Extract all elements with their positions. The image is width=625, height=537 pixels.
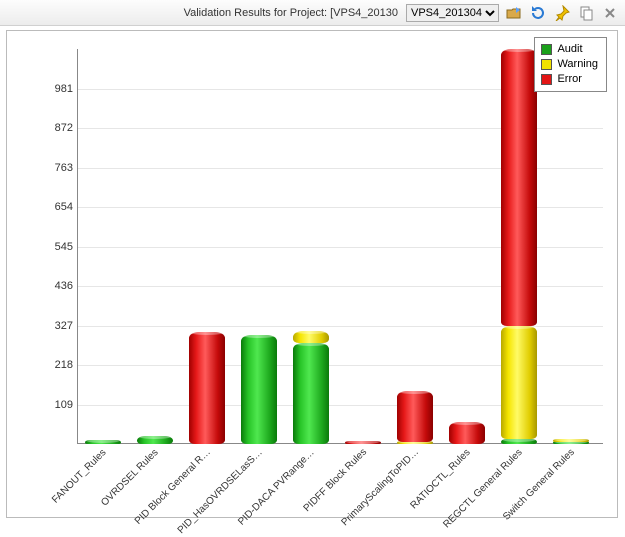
legend-swatch-audit: [541, 44, 552, 55]
bar-group: [85, 440, 121, 444]
chart-frame: FANOUT_RulesOVRDSEL RulesPID Block Gener…: [6, 30, 618, 518]
y-tick-label: 654: [37, 201, 73, 213]
legend-swatch-warning: [541, 59, 552, 70]
bar-segment-audit[interactable]: [293, 343, 329, 444]
y-tick-label: 436: [37, 280, 73, 292]
bar-group: [241, 335, 277, 444]
legend-item-error: Error: [541, 72, 598, 87]
bar-group: [553, 440, 589, 444]
bar-group: [293, 331, 329, 444]
y-tick-label: 763: [37, 162, 73, 174]
bar-group: [449, 422, 485, 444]
legend: Audit Warning Error: [534, 37, 607, 92]
bar-segment-error[interactable]: [449, 422, 485, 444]
toolbar: Validation Results for Project: [VPS4_20…: [0, 0, 625, 26]
legend-label: Audit: [557, 42, 582, 57]
legend-item-warning: Warning: [541, 57, 598, 72]
copy-icon[interactable]: [577, 4, 595, 22]
bar-group: [501, 49, 537, 444]
bar-group: [137, 436, 173, 444]
bar-segment-warning[interactable]: [553, 439, 589, 442]
open-icon[interactable]: [505, 4, 523, 22]
y-tick-label: 545: [37, 241, 73, 253]
bar-group: [189, 332, 225, 444]
bar-group: [345, 441, 381, 444]
bar-segment-audit[interactable]: [241, 335, 277, 444]
bar-segment-error[interactable]: [501, 49, 537, 326]
pin-icon[interactable]: [553, 4, 571, 22]
bars-layer: [77, 49, 603, 444]
x-tick-label: PID_HasOVRDSELasS…: [176, 447, 265, 536]
bar-segment-audit[interactable]: [137, 436, 173, 444]
bar-segment-warning[interactable]: [501, 326, 537, 438]
bar-segment-audit[interactable]: [85, 440, 121, 444]
y-tick-label: 218: [37, 359, 73, 371]
bar-segment-warning[interactable]: [293, 331, 329, 343]
bar-segment-error[interactable]: [345, 441, 381, 444]
project-dropdown[interactable]: VPS4_201304: [406, 4, 499, 22]
y-tick-label: 327: [37, 320, 73, 332]
toolbar-title: Validation Results for Project: [VPS4_20…: [184, 7, 398, 19]
x-tick-label: FANOUT_Rules: [50, 447, 108, 505]
legend-label: Error: [557, 72, 581, 87]
y-tick-label: 872: [37, 122, 73, 134]
bar-group: [397, 391, 433, 444]
y-tick-label: 109: [37, 399, 73, 411]
bar-segment-audit[interactable]: [501, 439, 537, 444]
bar-segment-error[interactable]: [189, 332, 225, 444]
y-tick-label: 981: [37, 83, 73, 95]
legend-swatch-error: [541, 74, 552, 85]
legend-label: Warning: [557, 57, 598, 72]
refresh-icon[interactable]: [529, 4, 547, 22]
bar-segment-error[interactable]: [397, 391, 433, 442]
legend-item-audit: Audit: [541, 42, 598, 57]
close-icon[interactable]: [601, 4, 619, 22]
